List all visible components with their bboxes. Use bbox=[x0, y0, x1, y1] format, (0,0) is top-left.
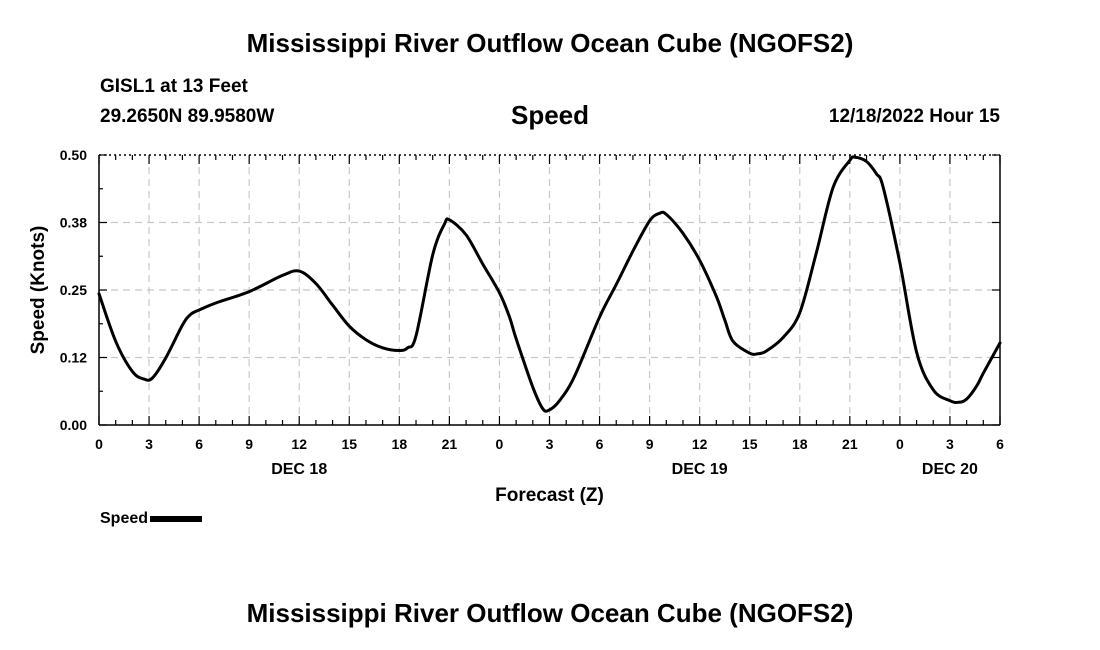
y-axis-title: Speed (Knots) bbox=[28, 226, 49, 355]
legend-label: Speed bbox=[100, 510, 149, 527]
x-tick-label: 12 bbox=[291, 436, 307, 452]
y-tick-label: 0.12 bbox=[60, 350, 87, 366]
series-line-speed bbox=[97, 155, 1002, 413]
y-tick-label: 0.38 bbox=[60, 215, 87, 231]
chart-footer-title: Mississippi River Outflow Ocean Cube (NG… bbox=[246, 598, 854, 628]
x-tick-label: 21 bbox=[842, 436, 858, 452]
x-tick-label: 18 bbox=[392, 436, 408, 452]
chart-grid bbox=[99, 154, 1000, 425]
x-tick-label: 9 bbox=[646, 436, 654, 452]
day-label: DEC 19 bbox=[672, 461, 728, 478]
chart-main-title: Mississippi River Outflow Ocean Cube (NG… bbox=[246, 28, 854, 58]
y-tick-label: 0.50 bbox=[60, 147, 87, 163]
legend: Speed bbox=[100, 510, 203, 528]
legend-line-swatch bbox=[150, 516, 203, 522]
x-tick-label: 6 bbox=[996, 436, 1004, 452]
x-tick-label: 0 bbox=[896, 436, 904, 452]
x-axis-title: Forecast (Z) bbox=[495, 485, 604, 506]
station-label: GISL1 at 13 Feet bbox=[100, 76, 248, 97]
y-tick-label: 0.25 bbox=[60, 282, 87, 298]
x-tick-label: 0 bbox=[95, 436, 103, 452]
x-tick-label: 3 bbox=[546, 436, 554, 452]
x-tick-label: 0 bbox=[496, 436, 504, 452]
x-tick-label: 15 bbox=[341, 436, 357, 452]
axis-ticks bbox=[98, 154, 1001, 426]
x-tick-label: 9 bbox=[245, 436, 253, 452]
x-tick-label: 3 bbox=[946, 436, 954, 452]
variable-title: Speed bbox=[510, 100, 590, 130]
x-tick-label: 18 bbox=[792, 436, 808, 452]
station-coordinates: 29.2650N 89.9580W bbox=[100, 106, 275, 127]
axis-labels: 0 3 6 9 12 15 18 21 0 3 6 9 12 15 18 21 0 3 6 0.00 0.12 0.25 0… bbox=[28, 147, 1004, 506]
day-label: DEC 18 bbox=[271, 461, 327, 478]
series-lines bbox=[97, 155, 1002, 413]
x-tick-label: 15 bbox=[742, 436, 758, 452]
x-tick-label: 6 bbox=[195, 436, 203, 452]
x-tick-label: 6 bbox=[596, 436, 604, 452]
x-tick-label: 12 bbox=[692, 436, 708, 452]
x-tick-label: 3 bbox=[145, 436, 153, 452]
x-tick-label: 21 bbox=[442, 436, 458, 452]
forecast-datetime: 12/18/2022 Hour 15 bbox=[828, 106, 1000, 127]
y-tick-label: 0.00 bbox=[60, 417, 87, 433]
day-label: DEC 20 bbox=[922, 461, 978, 478]
